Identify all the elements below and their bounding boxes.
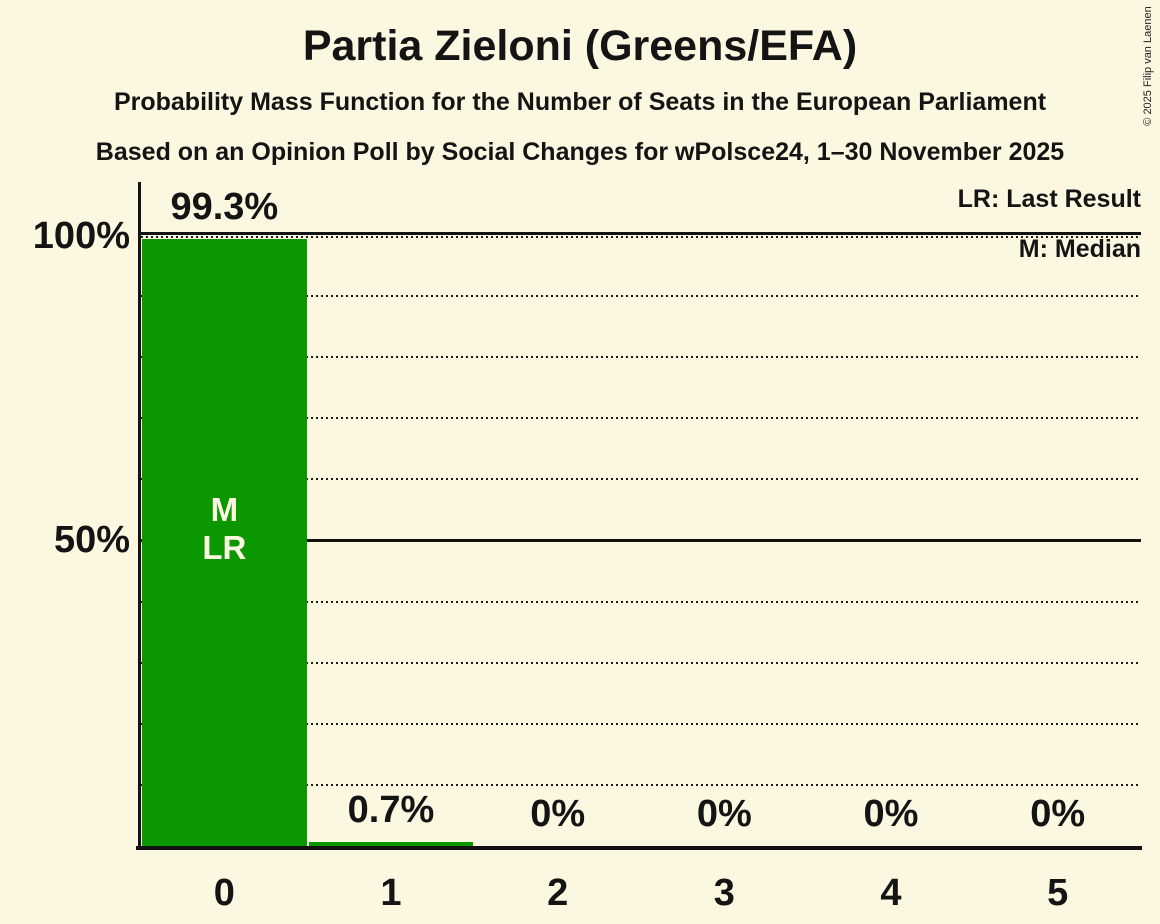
gridline-dotted-30 <box>141 661 1141 664</box>
bar-value-label-5: 0% <box>1030 793 1086 835</box>
bar-seats-0 <box>142 239 307 846</box>
x-tick-label-1: 1 <box>380 872 402 914</box>
chart-title: Partia Zieloni (Greens/EFA) <box>302 22 858 70</box>
chart-source-note: Based on an Opinion Poll by Social Chang… <box>95 138 1065 166</box>
chart-subtitle: Probability Mass Function for the Number… <box>113 88 1047 116</box>
gridline-dotted-40 <box>141 600 1141 603</box>
bar-annotation-median-last-result: M LR <box>141 491 308 567</box>
gridline-dotted-100 <box>141 236 1141 238</box>
x-tick-label-3: 3 <box>713 872 735 914</box>
bar-value-label-2: 0% <box>530 793 586 835</box>
gridline-dotted-60 <box>141 478 1141 481</box>
gridline-dotted-10 <box>141 783 1141 786</box>
y-axis-line <box>138 182 141 850</box>
gridline-dotted-80 <box>141 356 1141 359</box>
bar-value-label-4: 0% <box>863 793 919 835</box>
x-tick-label-0: 0 <box>213 872 235 914</box>
gridline-dotted-70 <box>141 417 1141 420</box>
copyright-notice: © 2025 Filip van Laenen <box>1142 6 1154 126</box>
x-axis-line <box>136 846 1142 850</box>
bar-value-label-1: 0.7% <box>347 788 435 831</box>
legend-median: M: Median <box>1018 235 1141 263</box>
bar-value-label-0: 99.3% <box>170 186 279 229</box>
x-tick-label-5: 5 <box>1047 872 1069 914</box>
bar-value-label-3: 0% <box>696 793 752 835</box>
y-axis-label-100: 100% <box>32 215 130 257</box>
y-axis-label-50: 50% <box>53 519 130 561</box>
bar-annotation-line-m: M <box>210 491 239 528</box>
gridline-solid-100 <box>141 232 1141 235</box>
bar-annotation-line-lr: LR <box>202 529 247 566</box>
x-tick-label-4: 4 <box>880 872 902 914</box>
bar-seats-1 <box>308 841 474 846</box>
plot-area: 99.3% 0.7% 0% 0% 0% 0% M LR <box>141 186 1141 846</box>
gridline-dotted-20 <box>141 722 1141 725</box>
x-axis-tick-labels: 0 1 2 3 4 5 <box>141 872 1141 916</box>
x-tick-label-2: 2 <box>547 872 569 914</box>
gridline-solid-50 <box>141 539 1141 542</box>
gridline-dotted-90 <box>141 295 1141 298</box>
legend-last-result: LR: Last Result <box>957 185 1141 213</box>
